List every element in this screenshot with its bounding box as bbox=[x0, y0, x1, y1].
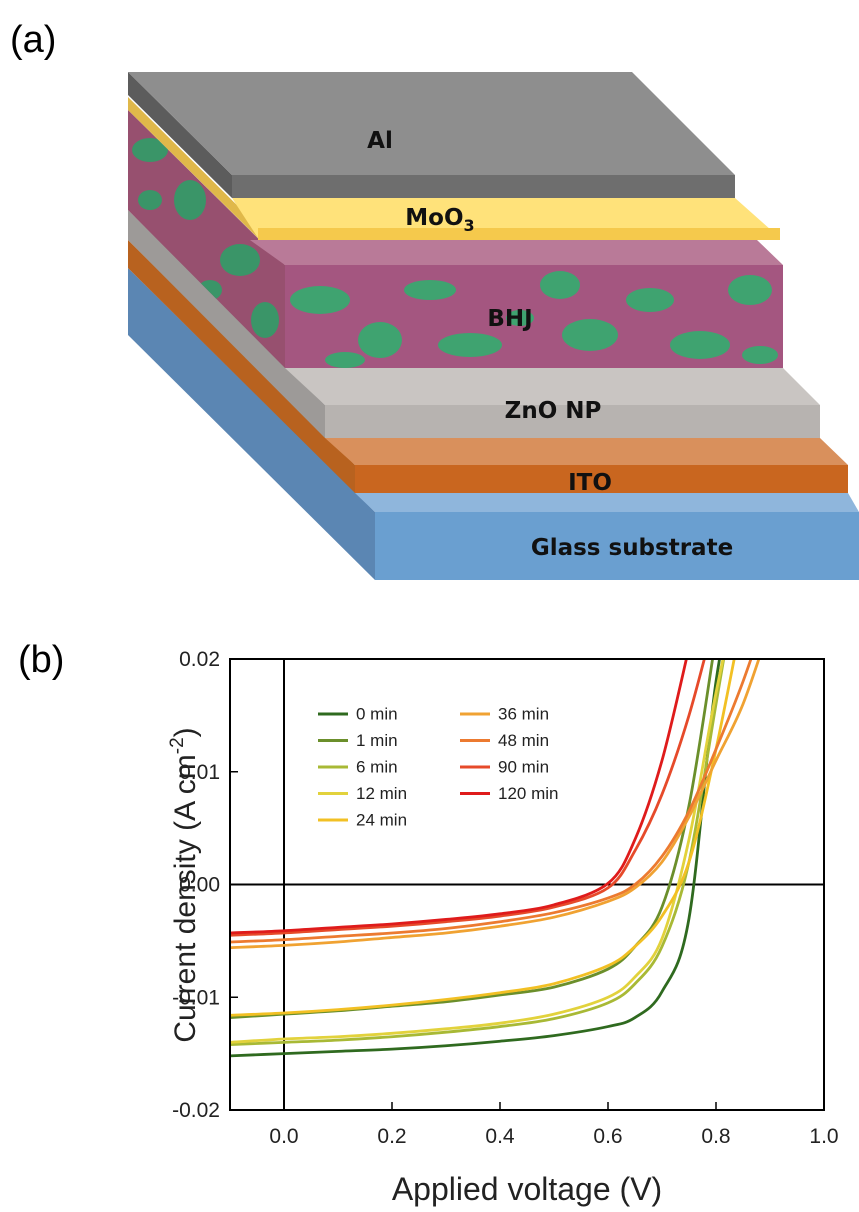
layer-label: BHJ bbox=[487, 306, 532, 332]
series-line bbox=[230, 636, 716, 1017]
layer-label: Al bbox=[367, 128, 393, 154]
x-axis-label: Applied voltage (V) bbox=[392, 1171, 662, 1207]
x-tick-label: 1.0 bbox=[809, 1125, 838, 1148]
series-line bbox=[230, 546, 743, 1056]
series-line bbox=[230, 546, 743, 1044]
x-tick-label: 0.0 bbox=[269, 1125, 298, 1148]
legend-label: 12 min bbox=[356, 784, 407, 803]
bhj-top bbox=[250, 240, 783, 265]
layer-label: ZnO NP bbox=[505, 398, 602, 424]
x-tick-label: 0.6 bbox=[593, 1125, 622, 1148]
legend-label: 90 min bbox=[498, 757, 549, 776]
x-tick-label: 0.8 bbox=[701, 1125, 730, 1148]
series-line bbox=[230, 614, 716, 935]
legend-label: 120 min bbox=[498, 784, 558, 803]
x-tick-label: 0.4 bbox=[485, 1125, 515, 1148]
legend-label: 24 min bbox=[356, 810, 407, 829]
layer-label: MoO bbox=[405, 205, 463, 231]
layer-label: ITO bbox=[568, 470, 612, 496]
y-axis-label: ) bbox=[169, 727, 202, 737]
moo3-front bbox=[258, 228, 780, 240]
legend-label: 36 min bbox=[498, 704, 549, 723]
series-line bbox=[230, 648, 689, 933]
panel-label: (a) bbox=[10, 19, 56, 61]
y-tick-label: -0.01 bbox=[172, 986, 220, 1009]
legend-label: 48 min bbox=[498, 731, 549, 750]
legend-label: 6 min bbox=[356, 757, 398, 776]
layer-label: Glass substrate bbox=[531, 535, 733, 561]
series-line bbox=[230, 614, 743, 1015]
figure: (a) (b) bbox=[0, 0, 859, 1212]
x-tick-label: 0.2 bbox=[377, 1125, 406, 1148]
legend-label: 0 min bbox=[356, 704, 398, 723]
y-tick-label: 0.02 bbox=[179, 648, 220, 671]
y-tick-label: 0.01 bbox=[179, 761, 220, 784]
legend-label: 1 min bbox=[356, 731, 398, 750]
device-stack: Al MoO3 BHJ ZnO NP ITO Glass substrate bbox=[128, 72, 859, 580]
y-tick-label: -0.02 bbox=[172, 1099, 220, 1122]
series-line bbox=[230, 569, 743, 1043]
ito-top bbox=[325, 438, 848, 465]
panel-label: (b) bbox=[18, 639, 64, 681]
layer-label-sub: 3 bbox=[464, 216, 475, 235]
al-top bbox=[128, 72, 735, 175]
al-front bbox=[232, 175, 735, 198]
y-tick-label: 0.00 bbox=[179, 874, 220, 897]
y-axis-label-sup: -2 bbox=[167, 737, 188, 754]
